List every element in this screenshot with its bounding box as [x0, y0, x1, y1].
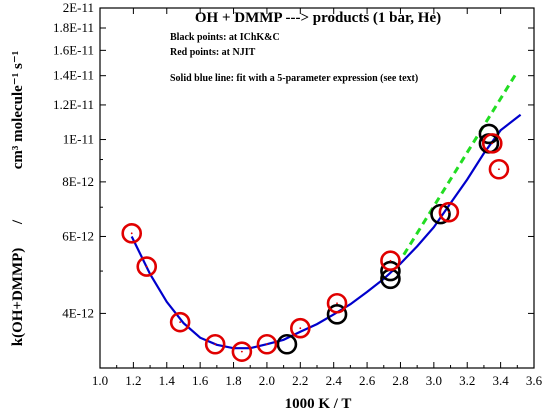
red-point — [256, 333, 278, 355]
black-point — [276, 333, 298, 355]
y-tick-label: 1.2E-11 — [53, 97, 94, 112]
y-tick-label: 4E-12 — [62, 305, 94, 320]
red-point — [169, 311, 191, 333]
red-point-center — [491, 142, 494, 145]
y-axis-units: cm³ molecule⁻¹ s⁻¹ — [10, 51, 26, 169]
y-tick-label: 2E-11 — [63, 0, 94, 15]
x-axis-title: 1000 K / T — [285, 396, 352, 412]
red-point-center — [498, 168, 500, 171]
red-point — [488, 158, 510, 180]
red-point-center — [130, 232, 133, 235]
red-point — [326, 292, 348, 314]
y-tick-label: 1E-11 — [63, 132, 94, 147]
annotation-fit-line: Solid blue line: fit with a 5-parameter … — [170, 73, 418, 84]
x-tick-label: 2.2 — [292, 373, 308, 388]
blue-fit-line — [130, 113, 522, 350]
red-point-center — [336, 302, 338, 305]
x-tick-label: 1.4 — [159, 373, 176, 388]
x-tick-label: 1.6 — [192, 373, 209, 388]
x-tick-label: 3.4 — [492, 373, 509, 388]
labels-layer: OH + DMMP ---> products (1 bar, He) Blac… — [10, 10, 441, 412]
red-point-center — [240, 350, 243, 353]
black-point — [380, 260, 401, 282]
x-tick-label: 3.6 — [526, 373, 543, 388]
x-tick-label: 1.2 — [125, 373, 141, 388]
x-tick-label: 2.8 — [392, 373, 408, 388]
chart-title: OH + DMMP ---> products (1 bar, He) — [195, 10, 441, 26]
red-point — [231, 341, 253, 362]
x-tick-label: 2.4 — [326, 373, 343, 388]
annotation-red-points: Red points: at NJIT — [170, 47, 256, 58]
red-point-center — [299, 327, 302, 330]
red-point — [136, 256, 158, 277]
x-tick-label: 3.2 — [459, 373, 475, 388]
y-tick-label: 8E-12 — [62, 174, 94, 189]
ticks: 1.0 1.2 1.4 1.6 1.8 2.0 2.2 2.4 2.6 2.8 3.0 3.2 3.4 3… — [53, 0, 543, 388]
red-point — [121, 223, 143, 244]
red-point-center — [389, 259, 392, 262]
y-tick-label: 1.8E-11 — [53, 20, 94, 35]
red-point — [380, 250, 401, 272]
red-point-center — [447, 211, 450, 214]
x-tick-label: 2.0 — [259, 373, 275, 388]
red-point-center — [145, 265, 148, 268]
x-tick-label: 3.0 — [426, 373, 442, 388]
y-tick-label: 6E-12 — [62, 228, 94, 243]
black-point — [478, 123, 500, 145]
black-point — [326, 304, 348, 325]
red-point — [481, 133, 503, 154]
y-axis-separator: / — [10, 219, 26, 225]
annotation-black-points: Black points: at IChK&C — [170, 32, 280, 43]
y-tick-label: 1.6E-11 — [53, 42, 94, 57]
x-tick-label: 1.8 — [225, 373, 241, 388]
series-layer — [121, 70, 522, 362]
y-tick-label: 1.4E-11 — [53, 68, 94, 83]
red-point — [204, 333, 226, 355]
red-point-center — [266, 343, 268, 346]
y-axis-title: k(OH+DMMP) — [10, 248, 26, 347]
black-point — [430, 203, 451, 225]
x-tick-label: 2.6 — [359, 373, 376, 388]
red-point — [290, 317, 311, 339]
red-point — [438, 201, 460, 223]
x-tick-label: 1.0 — [92, 373, 108, 388]
red-point-center — [214, 343, 217, 346]
red-point-center — [179, 321, 182, 324]
